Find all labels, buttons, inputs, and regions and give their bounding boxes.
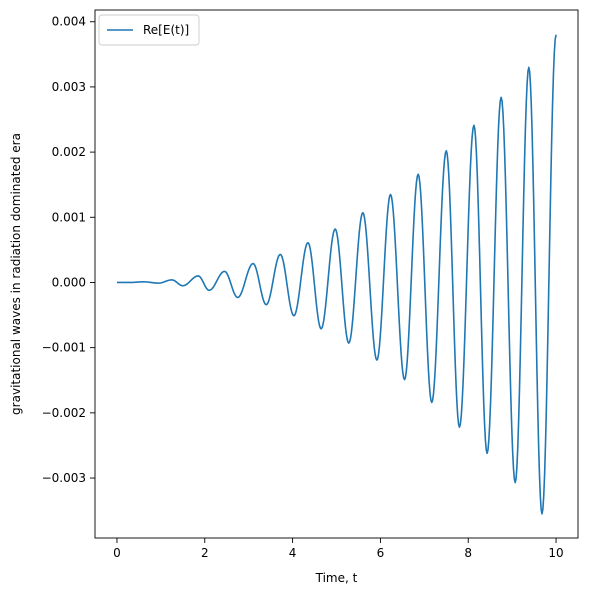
y-tick-label: 0.004 [52,15,86,29]
y-tick-label: 0.001 [52,210,86,224]
legend: Re[E(t)] [98,14,200,46]
y-axis-label: gravitational waves in radiation dominat… [9,133,23,415]
y-tick-label: 0.000 [52,275,86,289]
plot-frame [94,9,579,539]
legend-label: Re[E(t)] [143,23,189,37]
y-tick-label: −0.001 [42,341,86,355]
plot-area: 0 2 4 6 8 10 −0.003 −0.002 −0.001 0.000 0.001 0.00… [42,9,579,560]
x-tick-label: 0 [113,546,121,560]
x-tick-label: 2 [201,546,209,560]
x-tick-label: 6 [377,546,385,560]
y-tick-label: −0.002 [42,406,86,420]
x-tick-label: 8 [464,546,472,560]
x-tick-label: 10 [548,546,563,560]
y-axis: −0.003 −0.002 −0.001 0.000 0.001 0.002 0.003 0.… [42,15,95,485]
y-tick-label: 0.003 [52,80,86,94]
x-axis-label: Time, t [315,571,358,585]
legend-box [98,14,200,46]
y-tick-label: −0.003 [42,471,86,485]
x-tick-label: 4 [289,546,297,560]
series-line [116,34,557,515]
y-tick-label: 0.002 [52,145,86,159]
x-axis: 0 2 4 6 8 10 [113,538,564,560]
